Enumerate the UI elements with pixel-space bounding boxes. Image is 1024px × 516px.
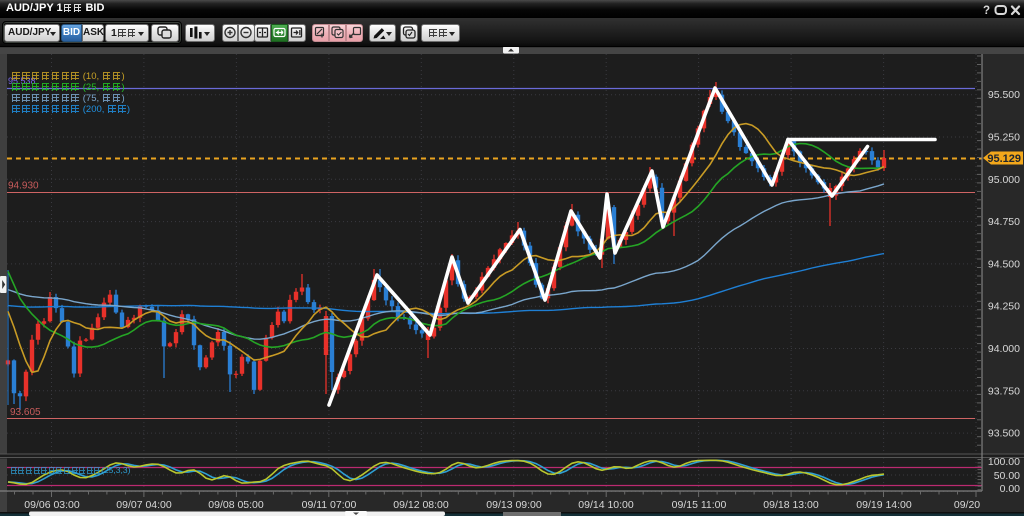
svg-text:93.750: 93.750 bbox=[988, 385, 1020, 397]
svg-text:09/11 07:00: 09/11 07:00 bbox=[302, 499, 357, 511]
svg-text:09/15 11:00: 09/15 11:00 bbox=[672, 499, 727, 511]
svg-text:93.500: 93.500 bbox=[988, 428, 1020, 440]
svg-text:?: ? bbox=[983, 5, 990, 16]
svg-text:09/07 04:00: 09/07 04:00 bbox=[116, 499, 172, 511]
svg-text:100.00: 100.00 bbox=[988, 456, 1020, 468]
svg-text:94.250: 94.250 bbox=[988, 301, 1020, 313]
svg-text:09/14 10:00: 09/14 10:00 bbox=[578, 499, 634, 511]
svg-text:94.500: 94.500 bbox=[988, 258, 1020, 270]
svg-text:09/13 09:00: 09/13 09:00 bbox=[486, 499, 542, 511]
svg-text:09/18 13:00: 09/18 13:00 bbox=[763, 499, 819, 511]
svg-text:94.750: 94.750 bbox=[988, 216, 1020, 228]
svg-text:09/08 05:00: 09/08 05:00 bbox=[208, 499, 264, 511]
svg-text:09/06 03:00: 09/06 03:00 bbox=[24, 499, 80, 511]
svg-text:95.500: 95.500 bbox=[988, 89, 1020, 101]
svg-text:94.930: 94.930 bbox=[8, 181, 39, 192]
svg-text:93.605: 93.605 bbox=[10, 407, 41, 418]
svg-text:09/20: 09/20 bbox=[954, 499, 980, 511]
svg-text:95.000: 95.000 bbox=[988, 174, 1020, 186]
svg-text:95.250: 95.250 bbox=[988, 132, 1020, 144]
svg-text:94.000: 94.000 bbox=[988, 343, 1020, 355]
svg-text:09/19 14:00: 09/19 14:00 bbox=[856, 499, 912, 511]
svg-text:95.129: 95.129 bbox=[987, 153, 1021, 165]
svg-text:0.00: 0.00 bbox=[1000, 483, 1021, 495]
svg-text:50.00: 50.00 bbox=[994, 470, 1020, 482]
svg-text:09/12 08:00: 09/12 08:00 bbox=[393, 499, 449, 511]
